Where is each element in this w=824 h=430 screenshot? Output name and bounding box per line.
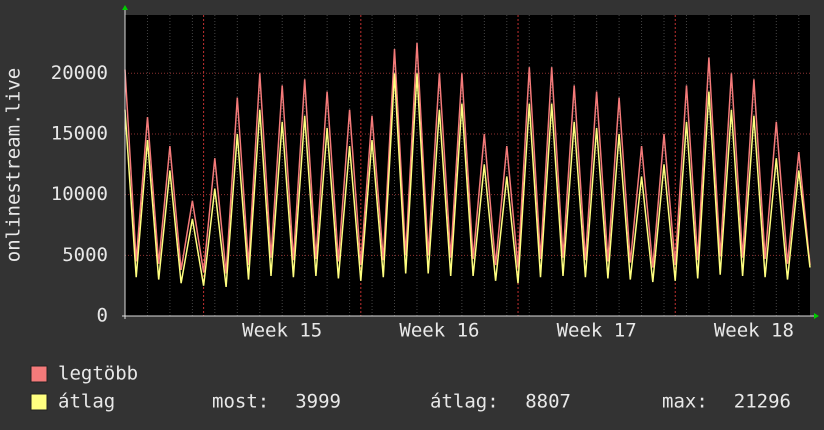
x-tick-label: Week 17	[557, 320, 637, 342]
y-tick-label: 0	[97, 305, 108, 327]
series-line	[124, 73, 811, 287]
legend-swatch	[30, 393, 48, 411]
x-tick-label: Week 18	[714, 320, 794, 342]
y-axis-label: onlinestream.live	[3, 68, 25, 262]
legend-label: legtöbb	[58, 363, 138, 385]
axis-arrow	[122, 5, 128, 10]
legend-label: átlag	[58, 391, 115, 413]
x-tick-label: Week 16	[399, 320, 479, 342]
y-tick-label: 5000	[62, 244, 108, 266]
y-tick-label: 10000	[51, 183, 108, 205]
stat-label: átlag:	[430, 391, 499, 413]
stat-value: 8807	[525, 391, 571, 413]
stat-value: 21296	[734, 391, 791, 413]
stat-label: most:	[212, 391, 269, 413]
stat-label: max:	[662, 391, 708, 413]
series-line	[124, 42, 811, 274]
legend-swatch	[30, 365, 48, 383]
axis-arrow	[814, 313, 819, 319]
x-tick-label: Week 15	[242, 320, 322, 342]
y-tick-label: 20000	[51, 62, 108, 84]
y-tick-label: 15000	[51, 122, 108, 144]
stat-value: 3999	[295, 391, 341, 413]
